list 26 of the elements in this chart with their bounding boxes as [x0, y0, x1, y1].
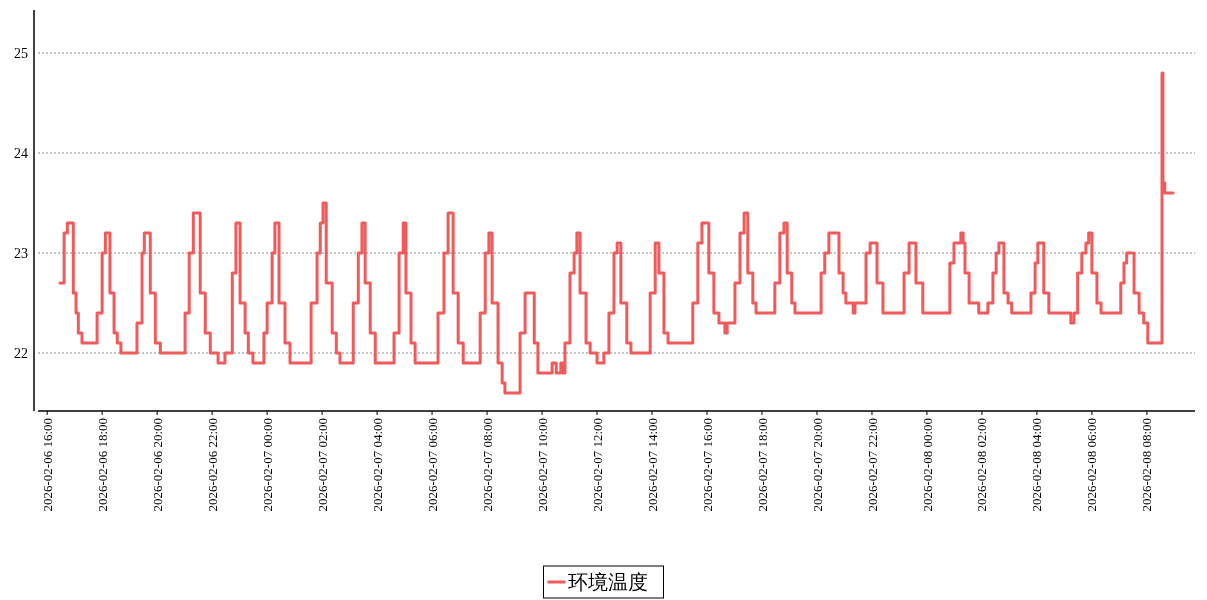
x-tick-label: 2026-02-07 08:00: [479, 418, 495, 512]
x-tick-label: 2026-02-06 20:00: [149, 418, 165, 512]
x-tick-label: 2026-02-08 02:00: [974, 418, 990, 512]
legend-label: 环境温度: [567, 571, 648, 593]
x-tick-label: 2026-02-08 08:00: [1139, 418, 1155, 512]
x-tick-label: 2026-02-07 04:00: [369, 418, 385, 512]
x-tick-label: 2026-02-07 14:00: [644, 418, 660, 512]
x-tick-label: 2026-02-08 00:00: [919, 418, 935, 512]
y-tick-label: 24: [14, 145, 28, 161]
x-tick-label: 2026-02-07 00:00: [259, 418, 275, 512]
x-tick-label: 2026-02-08 04:00: [1029, 418, 1045, 512]
x-tick-label: 2026-02-07 10:00: [534, 418, 550, 512]
x-tick-label: 2026-02-07 06:00: [424, 418, 440, 512]
y-tick-label: 22: [14, 345, 28, 361]
y-tick-label: 23: [14, 245, 28, 261]
x-tick-label: 2026-02-07 18:00: [754, 418, 770, 512]
x-tick-label: 2026-02-07 16:00: [699, 418, 715, 512]
x-tick-label: 2026-02-06 18:00: [94, 418, 110, 512]
x-tick-label: 2026-02-07 22:00: [864, 418, 880, 512]
x-tick-label: 2026-02-06 16:00: [39, 418, 55, 512]
x-tick-label: 2026-02-06 22:00: [204, 418, 220, 512]
y-tick-label: 25: [14, 45, 28, 61]
x-tick-label: 2026-02-07 02:00: [314, 418, 330, 512]
x-tick-label: 2026-02-08 06:00: [1084, 418, 1100, 512]
x-tick-label: 2026-02-07 20:00: [809, 418, 825, 512]
x-tick-label: 2026-02-07 12:00: [589, 418, 605, 512]
